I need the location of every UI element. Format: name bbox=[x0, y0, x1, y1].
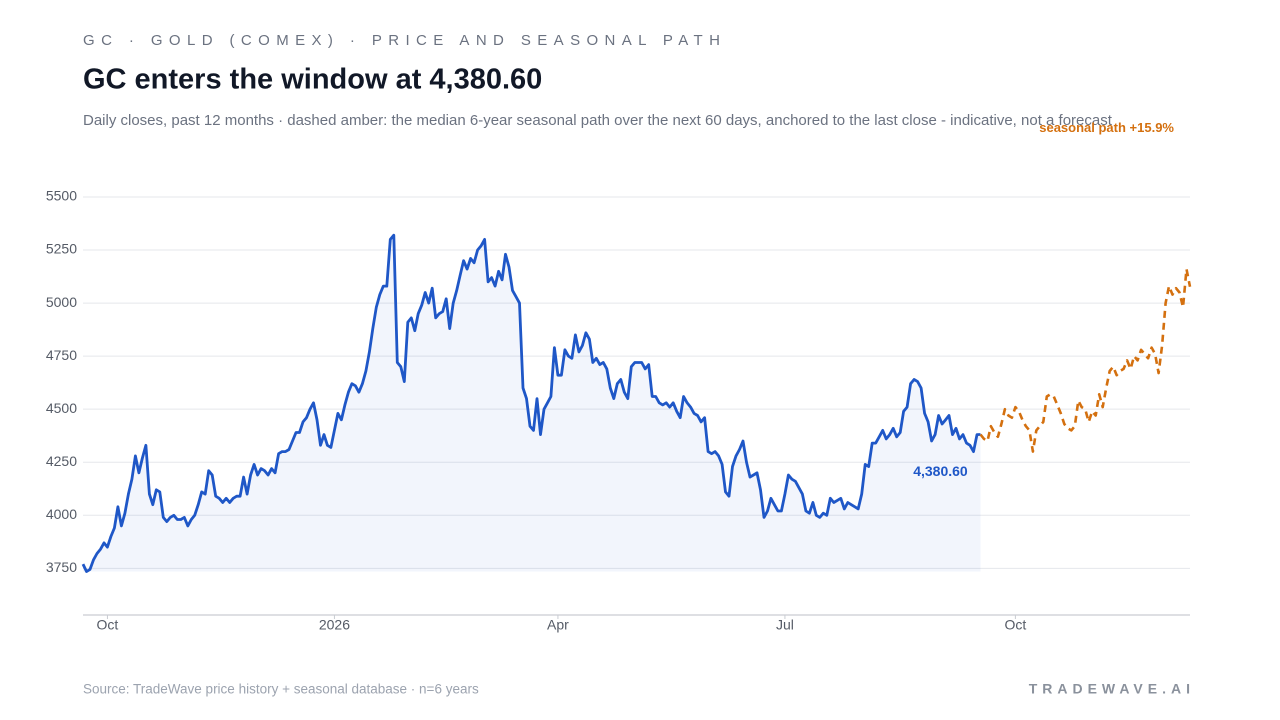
chart-title: GC enters the window at 4,380.60 bbox=[83, 64, 542, 96]
line bbox=[81, 233, 981, 573]
y-tick-label: 4000 bbox=[46, 506, 77, 522]
y-tick-label: 5000 bbox=[46, 294, 77, 310]
line bbox=[979, 267, 1192, 453]
source: Source: TradeWave price history + season… bbox=[83, 682, 479, 697]
y-tick-label: 5500 bbox=[46, 188, 77, 204]
x-tick-label: Jul bbox=[776, 617, 794, 633]
x-tick-label: 2026 bbox=[319, 617, 350, 633]
annotation: 4,380.60 bbox=[913, 463, 968, 479]
y-tick-label: 3750 bbox=[46, 559, 77, 575]
y-tick-label: 4500 bbox=[46, 400, 77, 416]
area bbox=[83, 235, 981, 572]
kicker: GC · GOLD (COMEX) · PRICE AND SEASONAL P… bbox=[83, 32, 726, 49]
brand: TRADEWAVE.AI bbox=[1029, 681, 1195, 697]
subtitle: Daily closes, past 12 months · dashed am… bbox=[83, 112, 1113, 129]
y-tick-label: 4250 bbox=[46, 453, 77, 469]
x-tick-label: Oct bbox=[1005, 617, 1027, 633]
annotation: seasonal path +15.9% bbox=[1039, 120, 1174, 135]
x-tick-label: Oct bbox=[97, 617, 119, 633]
y-tick-label: 5250 bbox=[46, 241, 77, 257]
y-tick-label: 4750 bbox=[46, 347, 77, 363]
x-tick-label: Apr bbox=[547, 617, 569, 633]
